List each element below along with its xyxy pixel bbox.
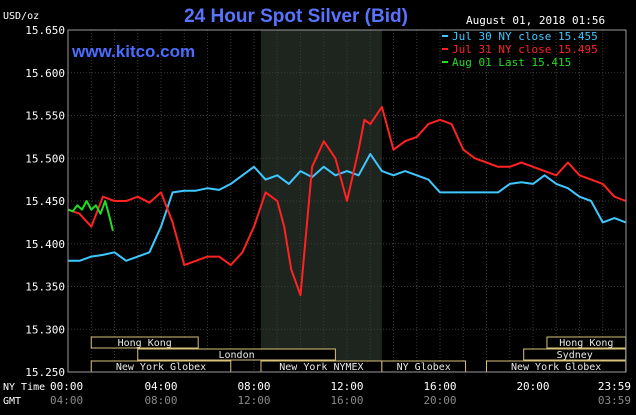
legend-entry: Jul 30 NY close 15.455 bbox=[452, 30, 598, 43]
y-tick-label: 15.650 bbox=[25, 24, 65, 37]
x-tick-label-ny: 16:00 bbox=[423, 380, 456, 393]
y-tick-label: 15.400 bbox=[25, 238, 65, 251]
session-label: Hong Kong bbox=[118, 338, 172, 349]
y-tick-label: 15.350 bbox=[25, 281, 65, 294]
session-box bbox=[90, 336, 199, 349]
y-tick-label: 15.300 bbox=[25, 323, 65, 336]
session-box bbox=[137, 348, 336, 361]
x-tick-label-ny: 12:00 bbox=[330, 380, 363, 393]
x-tick-label-gmt: 08:00 bbox=[144, 394, 177, 407]
chart-timestamp: August 01, 2018 01:56 bbox=[466, 14, 605, 27]
legend-entry: Jul 31 NY close 15.495 bbox=[452, 43, 598, 56]
session-label: NY Globex bbox=[397, 362, 451, 373]
session-label: New York Globex bbox=[511, 362, 601, 373]
x-tick-labels: 00:00 04:00 08:00 12:00 16:00 20:00 23:5904:00… bbox=[50, 380, 631, 407]
session-label: Sydney bbox=[557, 350, 593, 361]
x-axis-label-ny-time: NY Time bbox=[3, 382, 45, 393]
x-tick-label-gmt: 12:00 bbox=[237, 394, 270, 407]
x-tick-label-ny: 04:00 bbox=[144, 380, 177, 393]
session-label: London bbox=[219, 350, 255, 361]
y-tick-label: 15.600 bbox=[25, 67, 65, 80]
legend-entry: Aug 01 Last 15.415 bbox=[452, 56, 571, 69]
kitco-watermark: www.kitco.com bbox=[71, 42, 195, 61]
x-axis-label-gmt: GMT bbox=[3, 396, 21, 407]
series-line-1 bbox=[67, 105, 627, 297]
y-tick-label: 15.500 bbox=[25, 152, 65, 165]
x-tick-label-gmt: 04:00 bbox=[50, 394, 83, 407]
x-tick-label-ny: 23:59 bbox=[598, 380, 631, 393]
session-label: New York Globex bbox=[116, 362, 206, 373]
nymex-shade-rect bbox=[260, 30, 382, 372]
y-tick-label: 15.550 bbox=[25, 110, 65, 123]
series-line-0 bbox=[68, 153, 627, 262]
trading-sessions: Hong Kong London New York Globex New York N… bbox=[90, 336, 627, 373]
y-tick-label: 15.250 bbox=[25, 366, 65, 379]
session-label: New York NYMEX bbox=[279, 362, 363, 373]
x-tick-label-gmt: 16:00 bbox=[330, 394, 363, 407]
price-series bbox=[67, 105, 627, 297]
x-tick-label-gmt: 20:00 bbox=[423, 394, 456, 407]
plot-frame bbox=[67, 29, 627, 373]
session-label: Hong Kong bbox=[559, 338, 613, 349]
x-tick-label-ny: 00:00 bbox=[50, 380, 83, 393]
x-tick-label-gmt: 03:59 bbox=[598, 394, 631, 407]
x-tick-label-ny: 08:00 bbox=[237, 380, 270, 393]
x-tick-label-ny: 20:00 bbox=[516, 380, 549, 393]
chart-title: 24 Hour Spot Silver (Bid) bbox=[184, 6, 408, 27]
y-tick-labels: 15.650 15.600 15.550 15.500 15.450 15.400 15.3… bbox=[25, 24, 65, 379]
nymex-session-shade bbox=[260, 30, 382, 372]
y-axis-unit-label: USD/oz bbox=[3, 11, 39, 22]
y-tick-label: 15.450 bbox=[25, 195, 65, 208]
series-line-2 bbox=[67, 200, 114, 232]
